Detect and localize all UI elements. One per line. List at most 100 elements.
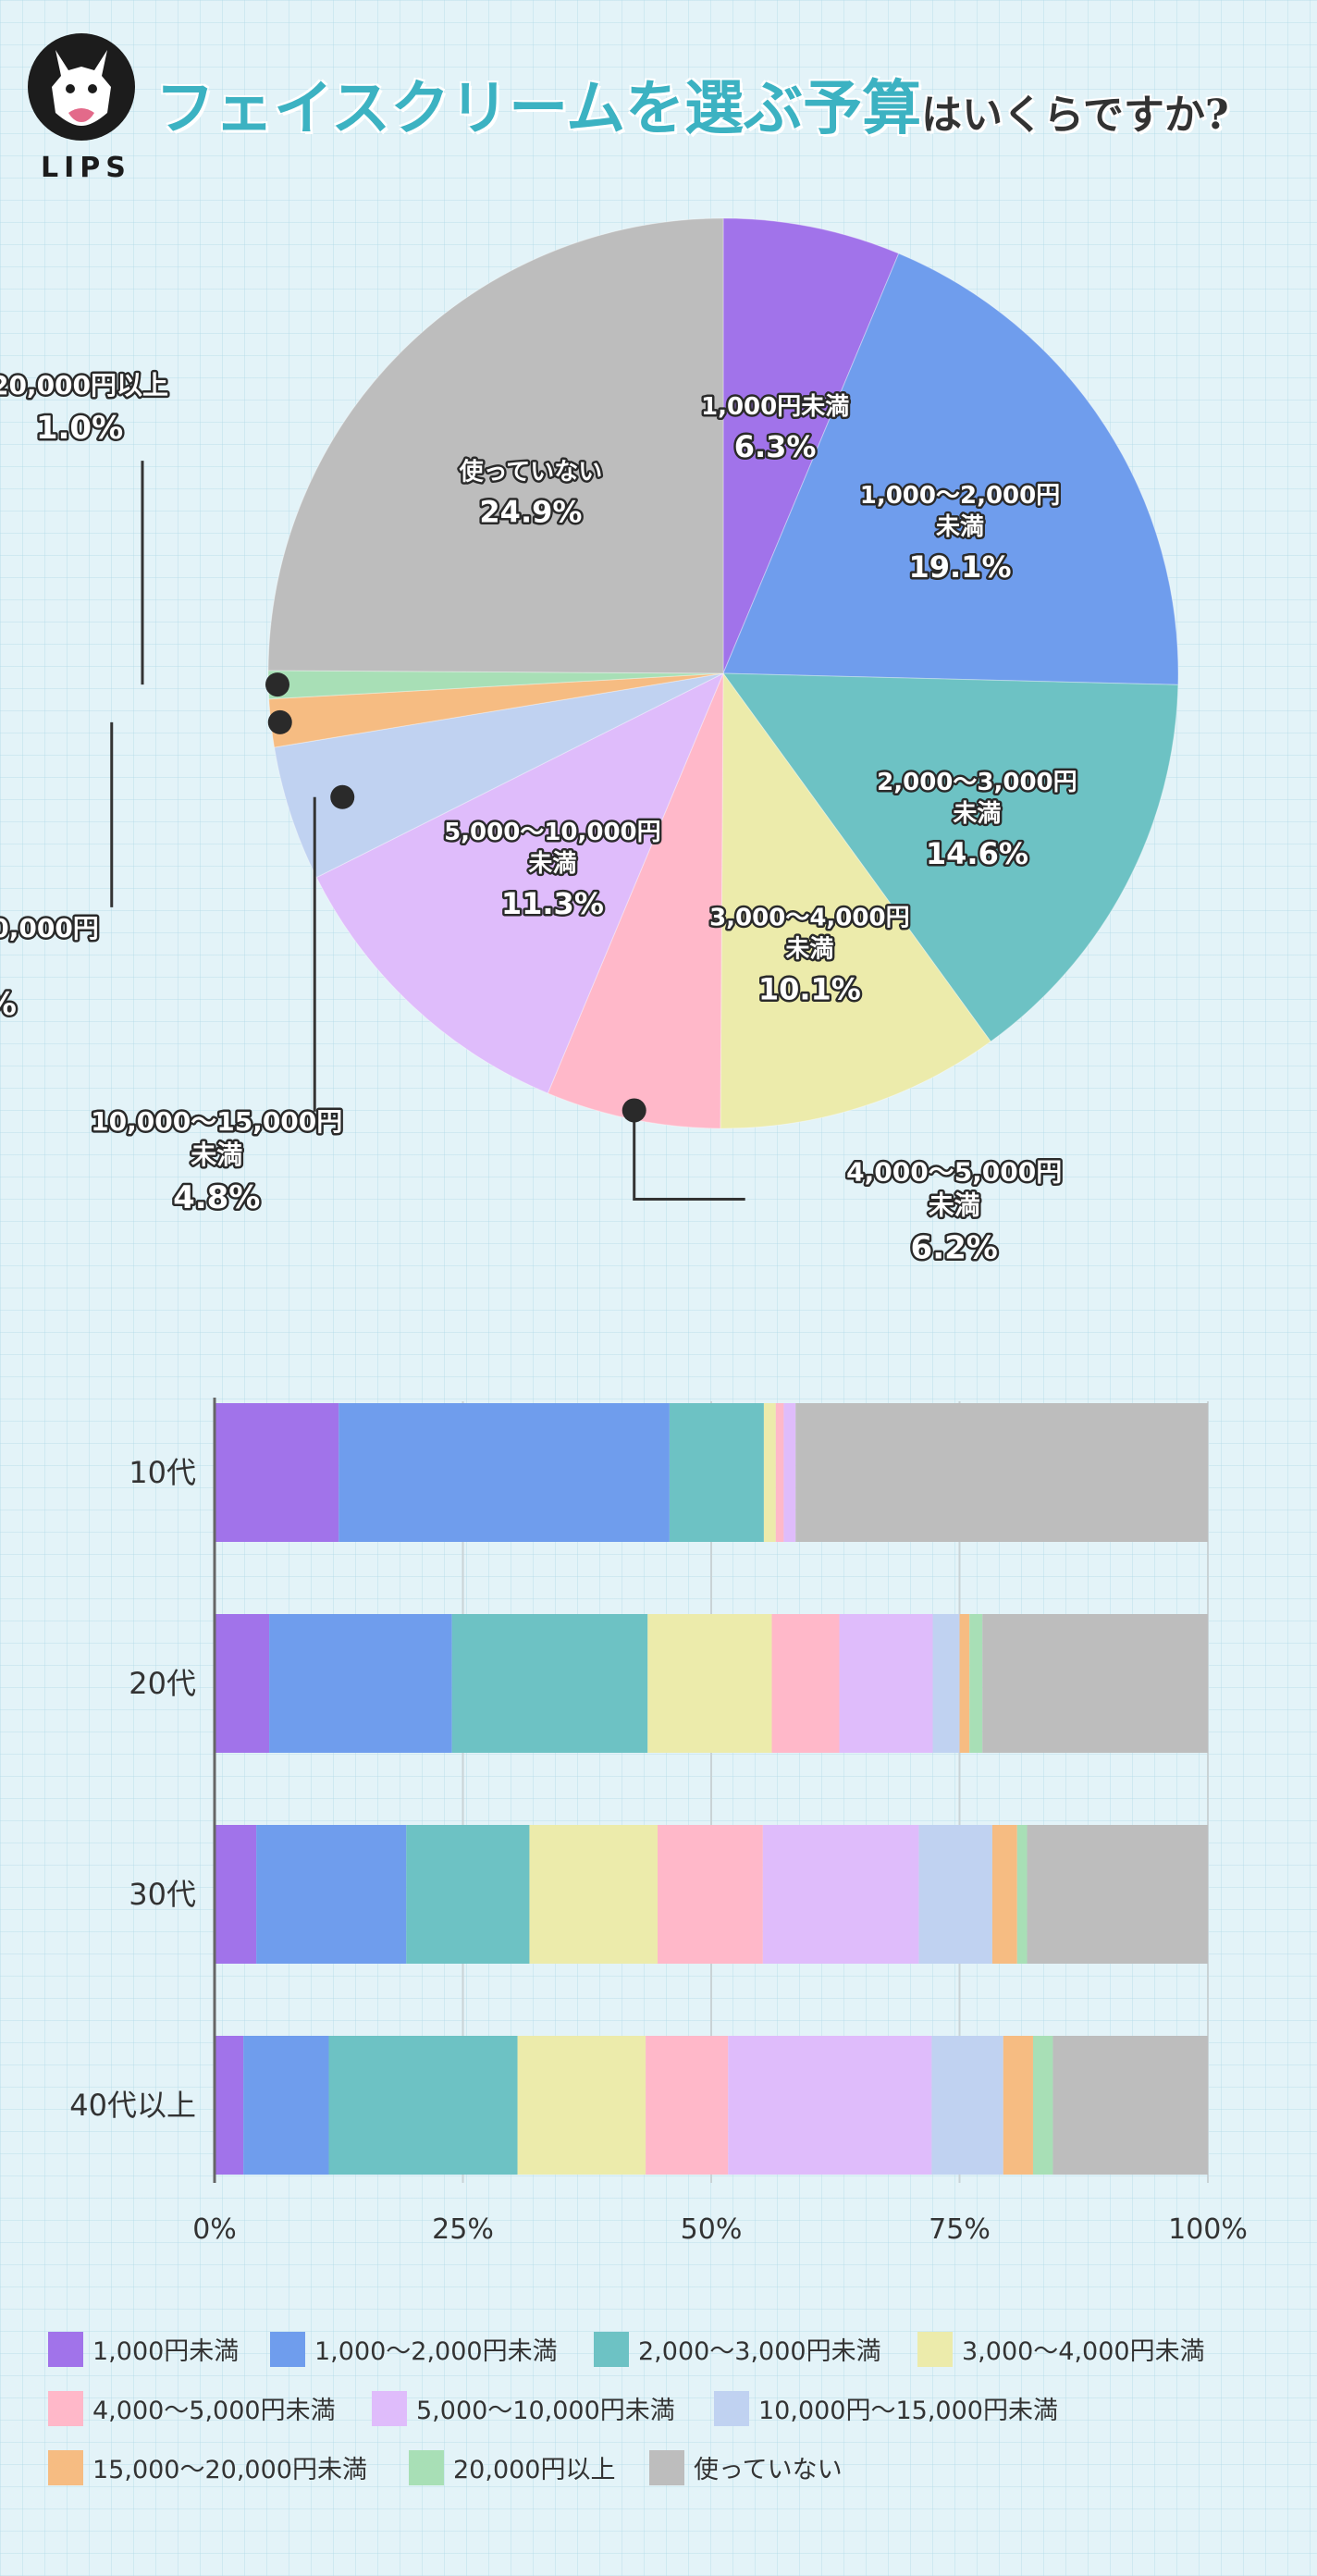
title-suffix: はいくらですか? [921, 92, 1229, 139]
bar-segment [1003, 2036, 1033, 2175]
pie-category-label: 未満 [191, 1140, 242, 1170]
bar-segment [243, 2036, 329, 2175]
legend-swatch [714, 2390, 749, 2426]
pie-chart: 1,000円未満 6.3% 1,000〜2,000円未満 19.1% 2,000〜3,0… [0, 217, 1179, 1269]
pie-percent-label: 19.1% [908, 549, 1011, 585]
pie-slice [722, 253, 1179, 685]
pie-category-label: 未満 [929, 1189, 980, 1220]
bar-segment [215, 1403, 339, 1542]
bar-segment [215, 2036, 244, 2175]
bar-segment [775, 1403, 784, 1542]
x-tick-label: 0% [192, 2213, 237, 2246]
legend-item: 使っていない [649, 2449, 843, 2485]
stacked-bar-chart: 0% 25% 50% 75% 100% 10代 20代 30代 40代以上 [69, 1398, 1248, 2246]
legend-swatch [372, 2390, 407, 2426]
legend-label: 10,000円〜15,000円未満 [758, 2397, 1058, 2425]
page-title: フェイスクリームを選ぶ予算はいくらですか? [155, 61, 1229, 146]
bar-segment [669, 1403, 764, 1542]
pie-slice [720, 672, 991, 1129]
pie-percent-label: 1.0% [36, 410, 123, 447]
bar-segment [658, 1825, 763, 1964]
y-category-label: 40代以上 [69, 2088, 196, 2123]
pie-category-label: 10,000〜15,000円 [91, 1106, 342, 1137]
callout-dot [622, 1098, 646, 1123]
pie-label: 20,000円以上 1.0% [0, 368, 171, 450]
pie-percent-label: 6.3% [734, 429, 817, 464]
pie-percent-label: 6.2% [911, 1229, 998, 1266]
y-category-label: 20代 [129, 1666, 196, 1701]
legend-label: 5,000〜10,000円未満 [416, 2397, 675, 2425]
x-tick-label: 50% [681, 2213, 743, 2246]
x-tick-label: 100% [1168, 2213, 1248, 2246]
legend-item: 3,000〜4,000円未満 [917, 2331, 1205, 2367]
legend-swatch [48, 2390, 83, 2426]
legend-label: 15,000〜20,000円未満 [92, 2456, 367, 2484]
logo-text: LIPS [41, 152, 131, 184]
bar-segment [1027, 1825, 1208, 1964]
legend-swatch [649, 2449, 684, 2485]
bar-segment [982, 1614, 1208, 1753]
legend-item: 20,000円以上 [409, 2449, 615, 2485]
pie-category-label: 未満 [936, 513, 984, 541]
bar-segment [991, 1825, 1017, 1964]
bar-segment [839, 1614, 933, 1753]
bar-segment [1016, 1825, 1028, 1964]
legend-swatch [48, 2331, 83, 2367]
pie-label: 1,000〜2,000円未満 19.1% [857, 480, 1062, 587]
bar-segment [256, 1825, 407, 1964]
bar-segment [918, 1825, 992, 1964]
pie-category-label: 2,000〜3,000円 [877, 769, 1077, 796]
pie-label: 2,000〜3,000円未満 14.6% [875, 767, 1079, 874]
bar-segment [215, 1614, 270, 1753]
callout-dot [267, 709, 292, 734]
pie-category-label: 1,000円未満 [701, 393, 849, 421]
pie-label: 4,000〜5,000円未満 6.2% [844, 1154, 1065, 1269]
bar-segment [763, 1403, 776, 1542]
bar-segment [646, 2036, 729, 2175]
legend-swatch [594, 2331, 629, 2367]
x-tick-label: 25% [432, 2213, 494, 2246]
y-category-label: 30代 [129, 1877, 196, 1912]
callout-dot [265, 672, 289, 697]
bar-segment [517, 2036, 646, 2175]
callout-dot [330, 784, 355, 809]
bar-segment [328, 2036, 518, 2175]
bar-segment [269, 1614, 452, 1753]
bar-segment [529, 1825, 658, 1964]
legend-label: 3,000〜4,000円未満 [962, 2337, 1205, 2366]
bar-segment [795, 1403, 1208, 1542]
bar-segment [728, 2036, 932, 2175]
bar-segment [647, 1614, 772, 1753]
lips-logo: LIPS [28, 33, 139, 191]
pie-label: 10,000〜15,000円未満 4.8% [89, 1103, 345, 1218]
bar-segment [959, 1614, 970, 1753]
pie-percent-label: 14.6% [926, 836, 1028, 871]
legend-swatch [409, 2449, 444, 2485]
bar-segment [783, 1403, 796, 1542]
bar-segment [932, 1614, 960, 1753]
legend-item: 4,000〜5,000円未満 [48, 2390, 336, 2426]
legend-swatch [270, 2331, 305, 2367]
pie-category-label: 未満 [528, 850, 576, 878]
bar-segment [215, 1825, 257, 1964]
pie-category-label: 未満 [953, 800, 1001, 828]
pie-slice [722, 217, 900, 674]
legend-label: 4,000〜5,000円未満 [92, 2397, 336, 2425]
legend-item: 5,000〜10,000円未満 [372, 2390, 675, 2426]
pie-label: 5,000〜10,000円未満 11.3% [442, 816, 664, 923]
callout-line [633, 1110, 745, 1201]
legend-label: 使っていない [694, 2456, 843, 2484]
legend-swatch [48, 2449, 83, 2485]
y-category-label: 10代 [129, 1455, 196, 1490]
pie-percent-label: 11.3% [501, 886, 604, 921]
pie-slice [267, 217, 724, 674]
bar-segment [771, 1614, 840, 1753]
legend-label: 1,000円未満 [92, 2337, 240, 2366]
bar-segment [931, 2036, 1003, 2175]
legend-item: 1,000円未満 [48, 2331, 239, 2367]
pie-category-label: 5,000〜10,000円 [444, 819, 661, 846]
pie-slice [722, 672, 1179, 1042]
bar-segment [406, 1825, 530, 1964]
pie-percent-label: 10.1% [758, 971, 861, 1006]
